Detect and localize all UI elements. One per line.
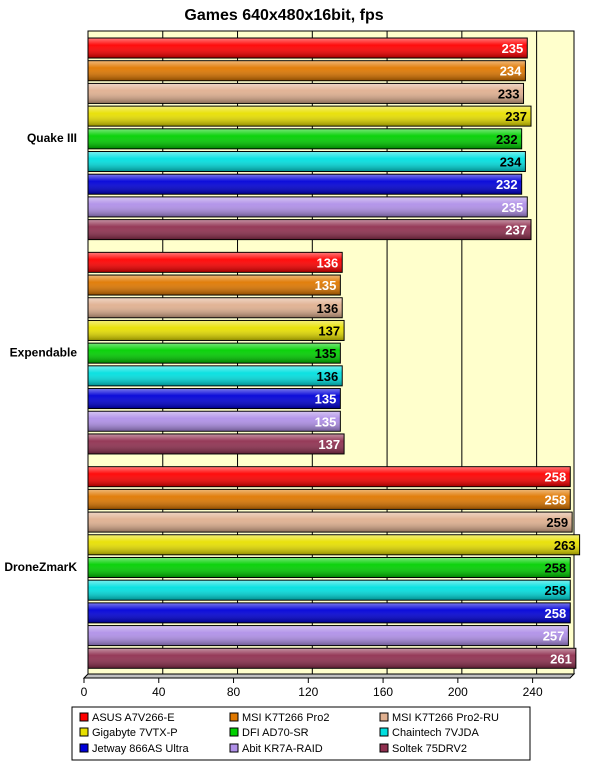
data-label: 137 — [318, 437, 340, 452]
bar-shading — [88, 626, 568, 646]
x-tick-label: 80 — [227, 685, 241, 699]
bar-shading — [88, 434, 344, 454]
data-label: 257 — [543, 629, 565, 644]
legend-swatch — [79, 727, 89, 737]
legend-box — [71, 706, 531, 761]
data-label: 259 — [546, 515, 568, 530]
data-label: 136 — [317, 255, 339, 270]
bar-shading — [88, 252, 342, 272]
data-label: 235 — [502, 41, 524, 56]
legend-label: MSI K7T266 Pro2-RU — [392, 712, 499, 724]
bar-shading — [88, 467, 570, 487]
x-tick-label: 120 — [298, 685, 318, 699]
legend-swatch — [379, 743, 389, 753]
legend-swatch — [229, 743, 239, 753]
bar-shading — [88, 174, 522, 194]
data-label: 136 — [317, 301, 339, 316]
legend-label: Jetway 866AS Ultra — [92, 743, 189, 755]
data-label: 137 — [318, 323, 340, 338]
data-label: 258 — [545, 470, 567, 485]
bar-shading — [88, 320, 344, 340]
data-label: 237 — [505, 223, 527, 238]
x-tick-label: 40 — [152, 685, 166, 699]
legend-swatch — [379, 712, 389, 722]
bar-shading — [88, 389, 340, 409]
data-label: 135 — [315, 414, 337, 429]
bar-shading — [88, 580, 570, 600]
data-label: 263 — [554, 538, 576, 553]
bar-shading — [88, 366, 342, 386]
legend-label: Abit KR7A-RAID — [242, 743, 323, 755]
bar-shading — [88, 489, 570, 509]
legend-swatch — [379, 727, 389, 737]
legend: ASUS A7V266-E MSI K7T266 Pro2 MSI K7T266 P… — [71, 706, 531, 761]
data-label: 136 — [317, 369, 339, 384]
category-label: Expendable — [10, 346, 78, 360]
bar-shading — [88, 220, 531, 240]
bar-shading — [88, 298, 342, 318]
plot-floor — [82, 673, 576, 679]
legend-label: Chaintech 7VJDA — [392, 727, 479, 739]
data-label: 258 — [545, 583, 567, 598]
bar-shading — [88, 129, 522, 149]
data-label: 258 — [545, 606, 567, 621]
x-tick-label: 0 — [81, 685, 88, 699]
x-tick-label: 200 — [448, 685, 468, 699]
bar-shading — [88, 557, 570, 577]
data-label: 232 — [496, 132, 518, 147]
legend-label: Gigabyte 7VTX-P — [92, 727, 178, 739]
bar-shading — [88, 648, 576, 668]
legend-swatch — [79, 712, 89, 722]
legend-swatch — [79, 743, 89, 753]
plot-area: 0 40 80 120 160 200 240 235 234 233 237 232 234 232 23… — [4, 30, 581, 699]
data-label: 237 — [505, 109, 527, 124]
data-label: 234 — [500, 155, 522, 170]
legend-swatch — [229, 712, 239, 722]
x-tick-label: 240 — [523, 685, 543, 699]
bar-shading — [88, 38, 527, 58]
legend-label: Soltek 75DRV2 — [392, 743, 467, 755]
bar-shading — [88, 152, 525, 172]
legend-label: DFI AD70-SR — [242, 727, 309, 739]
bar-shading — [88, 83, 524, 103]
data-label: 233 — [498, 86, 520, 101]
legend-swatch — [229, 727, 239, 737]
data-label: 232 — [496, 177, 518, 192]
bar-shading — [88, 535, 580, 555]
bar-shading — [88, 61, 525, 81]
legend-label: ASUS A7V266-E — [92, 712, 175, 724]
category-label: DroneZmarK — [4, 560, 77, 574]
bar-shading — [88, 106, 531, 126]
bar-shading — [88, 603, 570, 623]
chart-title: Games 640x480x16bit, fps — [184, 7, 383, 24]
data-label: 234 — [500, 64, 522, 79]
category-label: Quake III — [27, 131, 77, 145]
data-label: 135 — [315, 392, 337, 407]
legend-label: MSI K7T266 Pro2 — [242, 712, 329, 724]
bar-shading — [88, 275, 340, 295]
bar-shading — [88, 411, 340, 431]
x-tick-label: 160 — [373, 685, 393, 699]
data-label: 261 — [550, 651, 572, 666]
data-label: 258 — [545, 492, 567, 507]
data-label: 258 — [545, 560, 567, 575]
data-label: 235 — [502, 200, 524, 215]
data-label: 135 — [315, 346, 337, 361]
bar-shading — [88, 343, 340, 363]
data-label: 135 — [315, 278, 337, 293]
bar-shading — [88, 197, 527, 217]
bar-shading — [88, 512, 572, 532]
